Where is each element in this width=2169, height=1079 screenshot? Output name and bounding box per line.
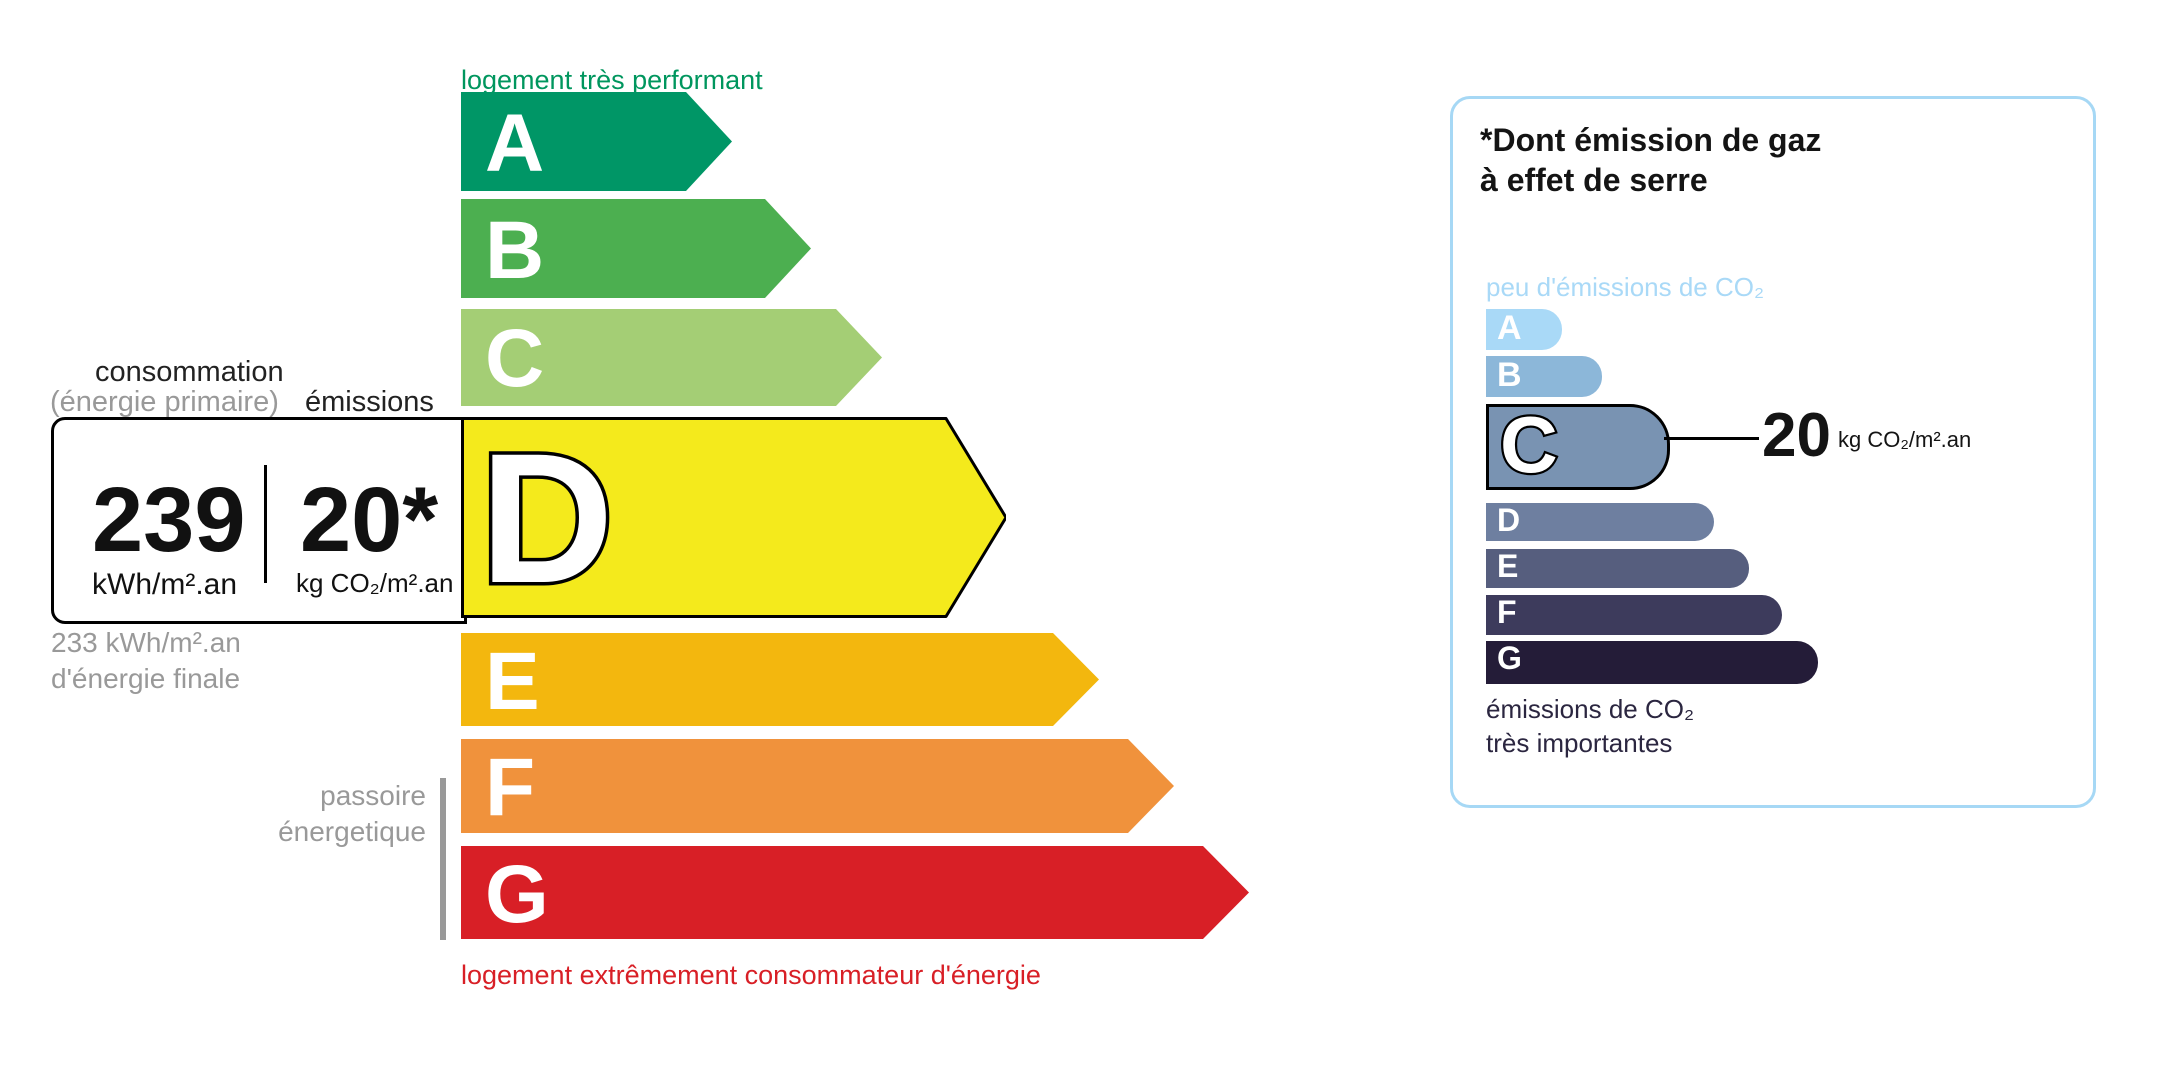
svg-text:C: C [1500, 404, 1558, 488]
svg-text:D: D [480, 427, 614, 612]
